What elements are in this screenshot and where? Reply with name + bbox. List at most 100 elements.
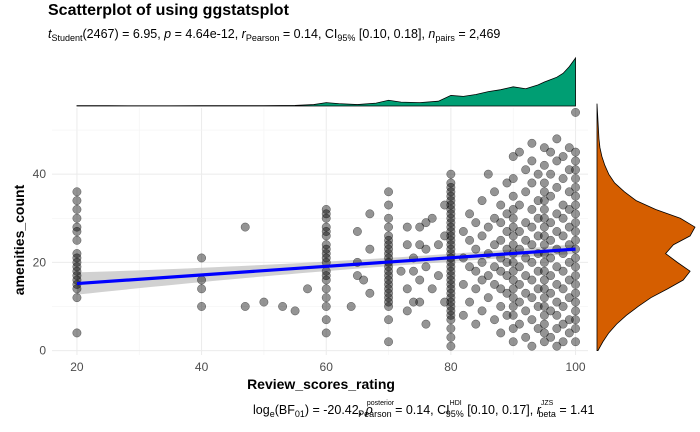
data-point [502,257,512,267]
data-point [352,271,362,281]
data-point [471,319,481,329]
data-point [533,266,543,276]
data-point [564,187,574,197]
data-point [571,262,580,272]
data-point [427,284,437,294]
data-point [558,319,568,329]
data-point [421,262,431,272]
data-point [446,169,456,179]
data-point [197,275,207,285]
data-point [321,284,331,294]
data-point [240,222,250,232]
data-point [527,138,537,148]
data-point [527,204,537,214]
data-point [415,297,425,307]
data-point [571,324,580,333]
data-point [72,235,82,245]
data-point [546,253,556,263]
data-point [72,204,82,214]
x-tick-label: 20 [70,360,84,374]
data-point [508,222,518,232]
data-point [197,302,207,311]
data-point [539,196,549,206]
data-point [521,306,531,316]
data-point [477,275,487,285]
data-point [508,257,518,267]
data-point [539,222,549,232]
data-point [564,328,574,338]
data-point [539,284,549,294]
data-point [546,235,556,245]
data-point [365,209,375,219]
data-point [502,310,512,320]
data-point [521,288,531,298]
data-point [502,271,512,281]
data-point [321,293,331,303]
data-point [571,306,580,316]
data-point [521,187,531,197]
data-point [571,279,580,289]
data-point [558,213,568,223]
data-point [546,191,556,201]
data-point [446,324,456,333]
data-point [508,310,518,320]
data-point [527,315,537,325]
data-point [471,266,481,276]
data-point [571,271,580,281]
chart-caption: loge(BF01) = -20.42, ρposterior Pearson =… [253,400,594,419]
data-point [514,319,524,329]
data-point [352,227,362,236]
data-point [564,315,574,325]
y-tick-label: 0 [39,344,46,358]
data-point [514,297,524,307]
data-point [446,178,456,188]
data-point [539,231,549,241]
data-point [508,302,518,311]
data-point [546,306,556,316]
data-point [508,266,518,276]
data-point [321,328,331,338]
data-point [458,310,468,320]
data-point [552,297,562,307]
data-point [433,271,443,281]
data-point [465,297,475,307]
data-point [539,328,549,338]
x-tick-label: 60 [320,360,334,374]
data-point [496,284,506,294]
data-point [571,174,580,184]
data-point [458,227,468,236]
data-point [72,328,82,338]
data-point [539,310,549,320]
data-point [508,231,518,241]
data-point [514,147,524,157]
data-point [440,200,450,210]
data-point [564,293,574,303]
data-point [384,200,394,210]
data-point [483,169,493,179]
data-point [490,240,499,250]
data-point [508,191,518,201]
data-point [527,341,537,351]
data-point [546,288,556,298]
data-point [539,337,549,347]
data-point [539,204,549,214]
right-marginal-density [596,103,696,351]
regression-line-group [76,247,576,286]
data-point [564,257,574,267]
data-point [72,222,82,232]
data-point [384,213,394,223]
data-point [72,196,82,206]
data-point [346,302,356,311]
data-point [402,284,412,294]
data-point [533,169,543,179]
data-point [197,253,207,263]
data-point [564,143,574,153]
data-point [321,302,331,311]
data-point [571,200,580,210]
data-point [458,279,468,289]
data-point [303,284,312,294]
x-tick-label: 80 [444,360,458,374]
data-point [384,337,394,347]
data-point [539,275,549,285]
